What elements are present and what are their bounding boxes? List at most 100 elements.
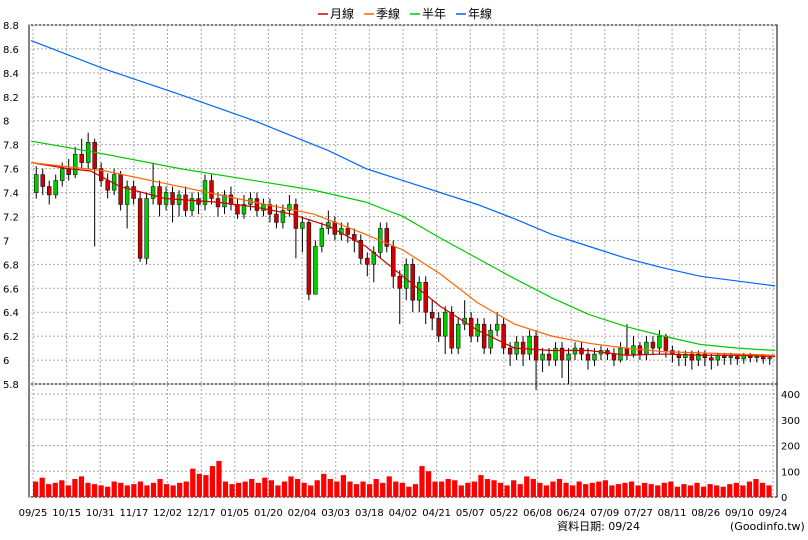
price-tick-label: 7 <box>3 236 9 247</box>
price-tick-label: 5.8 <box>3 380 19 391</box>
ma-line-half <box>30 140 776 352</box>
candle-body <box>527 335 532 355</box>
volume-bar <box>52 482 58 497</box>
candle-body <box>47 186 52 196</box>
volume-bar <box>504 485 510 497</box>
volume-bar <box>353 484 360 497</box>
candle-body <box>313 246 318 295</box>
candle-body <box>222 194 227 208</box>
candle-body <box>118 174 123 205</box>
price-tick-label: 8 <box>3 117 9 128</box>
volume-bar <box>163 484 170 497</box>
volume-bar <box>111 481 117 497</box>
candle-body <box>709 357 714 361</box>
price-tick-label: 6.6 <box>3 284 19 295</box>
date-tick-label: 09/25 <box>19 508 48 519</box>
volume-bar <box>615 484 622 497</box>
date-tick-label: 02/04 <box>288 508 317 519</box>
volume-bar <box>622 482 628 497</box>
volume-bar <box>393 481 399 497</box>
date-tick-label: 07/27 <box>624 508 653 519</box>
volume-bar <box>569 485 576 497</box>
volume-bar <box>373 478 379 497</box>
volume-bar <box>563 482 569 497</box>
volume-bar <box>105 486 111 497</box>
volume-bar <box>511 480 517 497</box>
price-tick-label: 7.4 <box>3 189 19 200</box>
legend-label: 月線 <box>330 6 354 21</box>
candle-body <box>261 204 266 211</box>
candle-body <box>449 311 454 349</box>
volume-bar <box>524 476 530 497</box>
price-plot-frame <box>28 24 778 385</box>
candle-body <box>494 323 500 331</box>
volume-bar <box>491 480 497 497</box>
volume-bar <box>399 482 405 497</box>
volume-bar <box>642 482 648 497</box>
price-tick-label: 8.2 <box>3 93 19 104</box>
volume-bar <box>497 482 504 497</box>
price-tick-label: 6.4 <box>3 308 19 319</box>
volume-bar <box>242 481 248 497</box>
volume-axis: 400 300 200 100 0 <box>781 390 800 504</box>
volume-bar <box>386 476 392 497</box>
chart-legend: 月線 季線 半年 年線 <box>318 6 492 21</box>
date-tick-label: 01/05 <box>220 508 249 519</box>
candle-body <box>124 186 130 205</box>
candle-body <box>98 168 104 181</box>
candle-body <box>585 353 591 361</box>
candle-body <box>436 317 441 337</box>
volume-bar <box>262 477 268 497</box>
volume-bar <box>275 485 281 497</box>
volume-bar <box>314 480 320 497</box>
candle-body <box>40 174 45 187</box>
candle-body <box>624 347 630 355</box>
date-tick-label: 01/20 <box>254 508 283 519</box>
volume-bar <box>131 484 137 497</box>
price-tick-label: 7.2 <box>3 212 19 223</box>
volume-bar <box>576 481 582 497</box>
volume-bar <box>432 481 438 497</box>
date-tick-label: 05/07 <box>456 508 485 519</box>
candle-body <box>66 168 71 175</box>
date-tick-label: 03/03 <box>321 508 350 519</box>
volume-bar <box>222 481 229 497</box>
price-axis: 8.8 8.6 8.4 8.2 8 7.8 7.6 7.4 7.2 7 6.8 6.6 6.4 6.2 6 5… <box>3 21 19 391</box>
candle-body <box>157 186 162 205</box>
candle-body <box>319 228 325 247</box>
price-tick-label: 8.6 <box>3 45 19 56</box>
date-tick-label: 12/02 <box>153 508 182 519</box>
candle-body <box>553 347 558 361</box>
volume-bar <box>746 481 753 497</box>
volume-bar <box>327 478 333 497</box>
volume-bar <box>308 485 314 497</box>
candle-body <box>566 353 571 361</box>
price-tick-label: 6.2 <box>3 332 19 343</box>
date-tick-label: 12/17 <box>187 508 216 519</box>
volume-bar <box>602 480 608 497</box>
volume-bar <box>452 480 458 497</box>
volume-bar <box>78 476 85 497</box>
volume-plot-frame <box>28 383 778 498</box>
volume-bar <box>216 460 222 497</box>
volume-bar <box>687 485 694 497</box>
volume-bar <box>196 473 202 497</box>
volume-bar <box>635 485 641 497</box>
volume-bar <box>445 478 451 497</box>
candle-body <box>488 329 493 349</box>
candle-body <box>442 311 448 337</box>
ma-line-quarter <box>30 162 776 356</box>
candle-body <box>384 228 389 247</box>
volume-bar <box>661 482 667 497</box>
candle-body <box>60 168 65 181</box>
date-axis: 09/25 10/15 10/31 11/17 12/02 12/17 01/05 01/20… <box>19 508 788 519</box>
volume-bar <box>458 485 464 497</box>
candle-body <box>404 264 409 289</box>
candle-body <box>345 228 351 235</box>
candle-body <box>657 335 662 349</box>
volume-bar <box>334 481 340 497</box>
volume-bars <box>33 460 772 497</box>
candle-body <box>533 335 539 361</box>
volume-bar <box>733 482 739 497</box>
candle-body <box>280 210 286 223</box>
